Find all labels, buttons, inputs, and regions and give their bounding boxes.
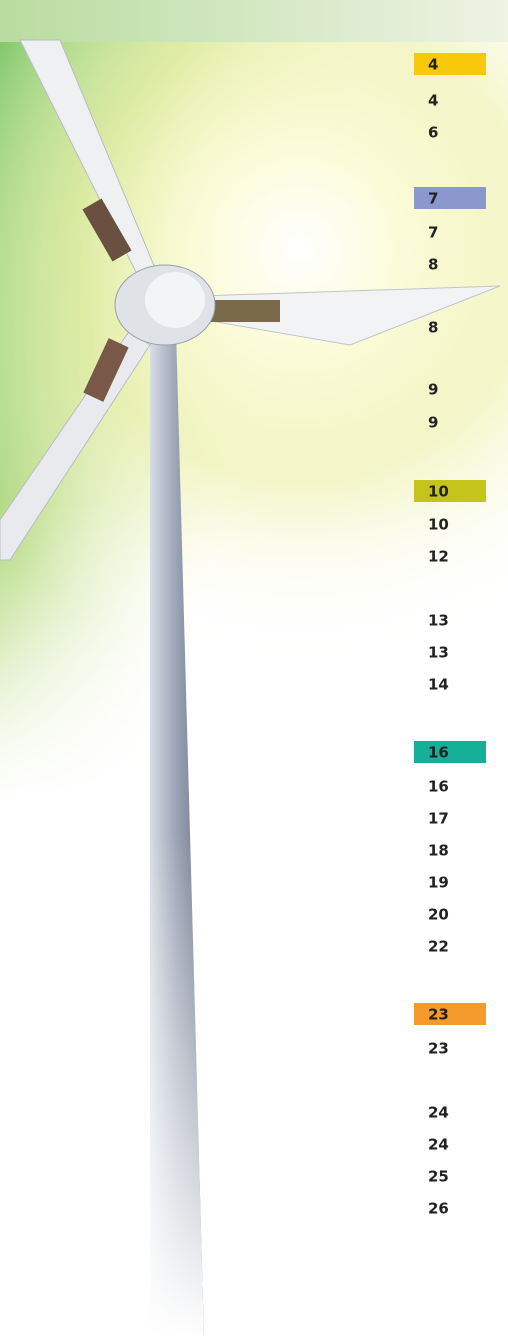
entry-page-number: 4 — [428, 92, 438, 110]
entry-page-number: 14 — [428, 676, 449, 694]
section-bar — [414, 187, 486, 209]
entry-page-number: 24 — [428, 1104, 449, 1122]
entry-page-number: 22 — [428, 938, 449, 956]
entry-page-number: 25 — [428, 1168, 449, 1186]
section-page-number: 16 — [428, 744, 449, 762]
entry-page-number: 23 — [428, 1040, 449, 1058]
entry-page-number: 13 — [428, 644, 449, 662]
section-page-number: 23 — [428, 1006, 449, 1024]
entry-page-number: 8 — [428, 319, 438, 337]
entry-page-number: 16 — [428, 778, 449, 796]
section-bar — [414, 1003, 486, 1025]
page: {"sections": [ {"color": "#f7c90a", "pag… — [0, 0, 508, 1338]
section-page-number: 4 — [428, 56, 438, 74]
entry-page-number: 9 — [428, 381, 438, 399]
entry-page-number: 9 — [428, 414, 438, 432]
entry-page-number: 7 — [428, 224, 438, 242]
page-canvas: 4 4 6 7 7 8 8 9 9 10 10 12 13 13 14 16 16 17 18 19 20 22 23 23 2… — [0, 0, 508, 1338]
entry-page-number: 13 — [428, 612, 449, 630]
entry-page-number: 6 — [428, 124, 438, 142]
entry-page-number: 19 — [428, 874, 449, 892]
entry-page-number: 10 — [428, 516, 449, 534]
entry-page-number: 17 — [428, 810, 449, 828]
section-bar — [414, 53, 486, 75]
entry-page-number: 24 — [428, 1136, 449, 1154]
entry-page-number: 18 — [428, 842, 449, 860]
section-bar — [414, 480, 486, 502]
section-page-number: 7 — [428, 190, 438, 208]
section-page-number: 10 — [428, 483, 449, 501]
entry-page-number: 8 — [428, 256, 438, 274]
entry-page-number: 12 — [428, 548, 449, 566]
entry-page-number: 26 — [428, 1200, 449, 1218]
section-bar — [414, 741, 486, 763]
entry-page-number: 20 — [428, 906, 449, 924]
